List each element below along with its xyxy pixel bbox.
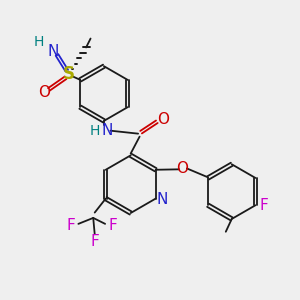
Text: F: F [90, 234, 99, 249]
Text: N: N [48, 44, 59, 59]
Text: F: F [260, 198, 268, 213]
Text: O: O [176, 161, 188, 176]
Text: H: H [89, 124, 100, 138]
Text: O: O [157, 112, 169, 127]
Text: F: F [67, 218, 75, 233]
Text: N: N [157, 192, 168, 207]
Text: F: F [108, 218, 117, 233]
Text: O: O [38, 85, 50, 100]
Text: H: H [34, 35, 44, 50]
Text: N: N [101, 123, 112, 138]
Text: S: S [63, 65, 75, 83]
